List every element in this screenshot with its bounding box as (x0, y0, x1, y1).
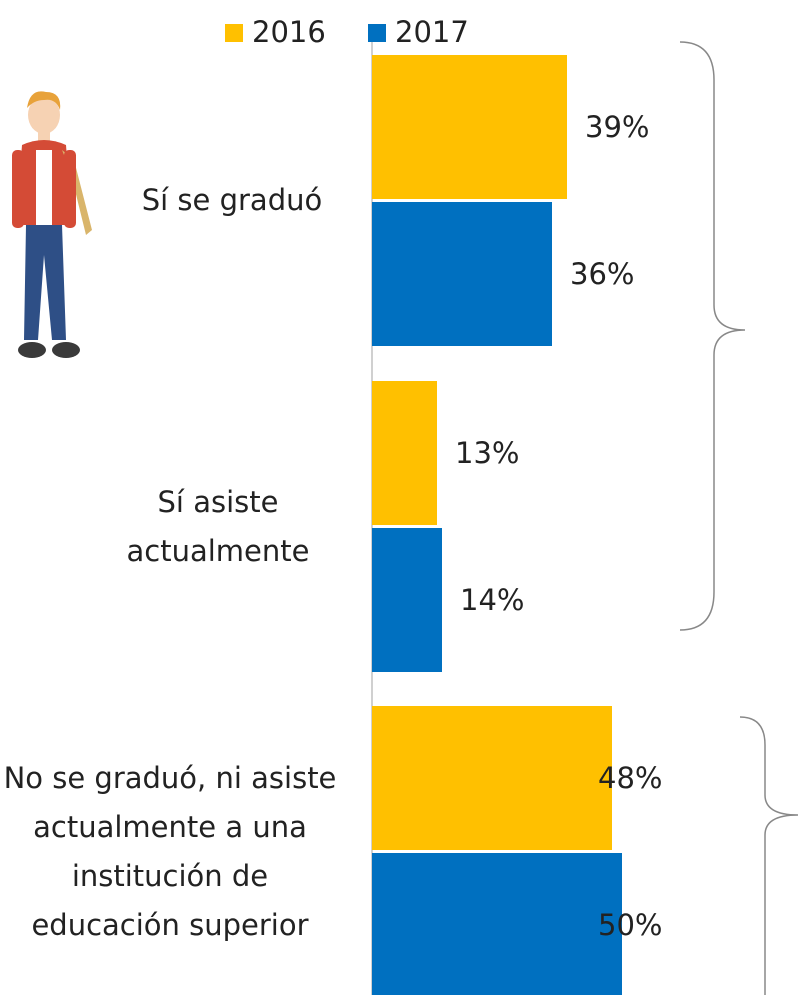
legend-label: 2017 (395, 15, 469, 49)
value-label: 36% (570, 257, 634, 291)
bar (372, 706, 612, 850)
value-label: 14% (460, 583, 524, 617)
bar (372, 381, 437, 525)
person-illustration (12, 91, 92, 358)
value-label: 48% (598, 761, 662, 795)
legend-swatch (225, 24, 243, 42)
legend-swatch (368, 24, 386, 42)
bar (372, 853, 622, 995)
category-label: No se graduó, ni asiste actualmente a un… (0, 706, 340, 997)
bar (372, 55, 567, 199)
bracket (680, 42, 798, 995)
category-label: Sí se graduó (82, 55, 382, 346)
value-label: 13% (455, 436, 519, 470)
page: 2016201739%36%13%14%48%50% (() => { cons… (0, 0, 798, 995)
legend-label: 2016 (252, 15, 326, 49)
category-label: Sí asiste actualmente (103, 381, 333, 672)
bar (372, 202, 552, 346)
value-label: 39% (585, 110, 649, 144)
bar (372, 528, 442, 672)
value-label: 50% (598, 908, 662, 942)
